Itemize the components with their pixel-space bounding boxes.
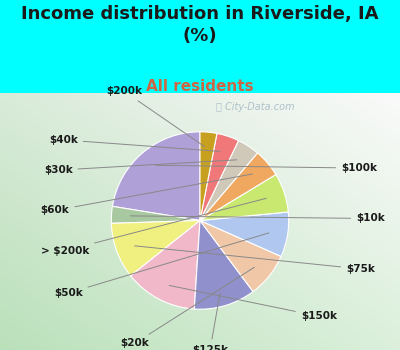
- Text: $20k: $20k: [120, 267, 254, 349]
- Text: $40k: $40k: [49, 135, 220, 152]
- Text: All residents: All residents: [146, 79, 254, 94]
- Text: $60k: $60k: [41, 174, 252, 215]
- Wedge shape: [131, 220, 200, 309]
- Wedge shape: [200, 212, 289, 257]
- Wedge shape: [200, 175, 288, 220]
- Text: > $200k: > $200k: [41, 198, 266, 256]
- Text: $150k: $150k: [169, 285, 337, 321]
- Text: $200k: $200k: [106, 86, 205, 147]
- Text: $50k: $50k: [54, 233, 269, 298]
- Text: $75k: $75k: [135, 246, 375, 274]
- Wedge shape: [200, 153, 276, 220]
- Wedge shape: [111, 220, 200, 276]
- Text: $100k: $100k: [156, 163, 377, 173]
- Wedge shape: [200, 220, 281, 292]
- Wedge shape: [111, 206, 200, 223]
- Wedge shape: [200, 133, 238, 220]
- Wedge shape: [194, 220, 253, 309]
- Wedge shape: [200, 141, 258, 220]
- Text: ⓘ City-Data.com: ⓘ City-Data.com: [216, 102, 295, 112]
- Text: Income distribution in Riverside, IA
(%): Income distribution in Riverside, IA (%): [21, 5, 379, 46]
- Wedge shape: [112, 132, 200, 220]
- Wedge shape: [200, 132, 217, 220]
- Text: $30k: $30k: [44, 160, 237, 175]
- Text: $10k: $10k: [130, 214, 385, 224]
- Text: $125k: $125k: [192, 293, 228, 350]
